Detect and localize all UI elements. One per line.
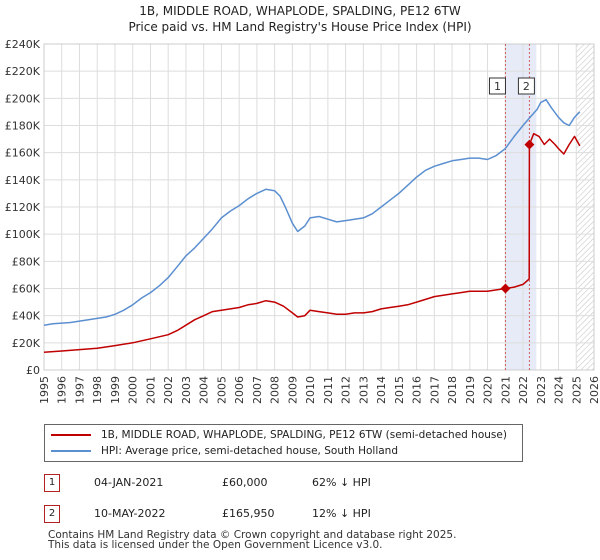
x-tick-label: 2023 [535, 376, 548, 404]
y-tick-label: £200K [5, 92, 41, 105]
x-tick-label: 1999 [109, 376, 122, 404]
transaction-2-chart-label: 2 [523, 80, 530, 93]
x-tick-label: 2007 [251, 376, 264, 404]
y-tick-label: £80K [12, 255, 41, 268]
legend-swatch-property [51, 434, 91, 436]
transaction-1-chart-badge [488, 77, 506, 95]
x-tick-label: 2009 [286, 376, 299, 404]
transaction-2-chart-badge [517, 77, 535, 95]
y-tick-label: £100K [5, 228, 41, 241]
x-tick-label: 2021 [499, 376, 512, 404]
transaction-1-badge: 1 [44, 474, 60, 492]
x-tick-label: 1995 [38, 376, 51, 404]
x-tick-label: 2025 [570, 376, 583, 404]
x-tick-label: 2004 [198, 376, 211, 404]
transaction-2-marker [524, 139, 535, 150]
x-tick-label: 1996 [56, 376, 69, 404]
x-tick-label: 2013 [357, 376, 370, 404]
y-tick-label: £40K [12, 310, 41, 323]
x-tick-label: 2006 [233, 376, 246, 404]
plot-frame [43, 43, 595, 371]
x-tick-label: 2024 [553, 376, 566, 404]
x-tick-label: 2014 [375, 376, 388, 404]
x-tick-label: 1998 [91, 376, 104, 404]
chart-title-line1: 1B, MIDDLE ROAD, WHAPLODE, SPALDING, PE1… [139, 4, 461, 18]
price-chart: £0 £20K £40K £60K £80K £100K £120K £140K £160K £1… [5, 38, 600, 404]
x-tick-label: 2000 [127, 376, 140, 404]
y-tick-label: £20K [12, 337, 41, 350]
x-tick-label: 2015 [393, 376, 406, 404]
y-tick-label: £0 [26, 364, 40, 377]
chart-title: 1B, MIDDLE ROAD, WHAPLODE, SPALDING, PE1… [0, 0, 600, 35]
x-tick-label: 2026 [588, 376, 600, 404]
x-tick-label: 2020 [482, 376, 495, 404]
x-tick-label: 2019 [464, 376, 477, 404]
legend-swatch-hpi [51, 450, 91, 452]
footer-line2: This data is licensed under the Open Gov… [48, 539, 383, 551]
footer-line1: Contains HM Land Registry data © Crown c… [48, 529, 457, 541]
legend-label-property: 1B, MIDDLE ROAD, WHAPLODE, SPALDING, PE1… [101, 429, 507, 441]
x-tick-label: 2005 [215, 376, 228, 404]
x-tick-label: 2001 [144, 376, 157, 404]
x-tick-label: 2008 [269, 376, 282, 404]
y-tick-label: £120K [5, 201, 41, 214]
x-tick-label: 2011 [322, 376, 335, 404]
x-tick-label: 2002 [162, 376, 175, 404]
y-tick-label: £180K [5, 120, 41, 133]
legend-label-hpi: HPI: Average price, semi-detached house,… [101, 445, 398, 457]
x-tick-label: 2018 [446, 376, 459, 404]
transaction-2-badge: 2 [44, 505, 60, 523]
y-tick-label: £160K [5, 147, 41, 160]
transaction-2-price: £165,950 [222, 507, 275, 520]
x-tick-label: 2003 [180, 376, 193, 404]
x-tick-label: 2012 [340, 376, 353, 404]
x-tick-label: 2016 [411, 376, 424, 404]
x-tick-label: 2022 [517, 376, 530, 404]
y-tick-label: £60K [12, 283, 41, 296]
transaction-2-date: 10-MAY-2022 [94, 507, 166, 520]
legend: 1B, MIDDLE ROAD, WHAPLODE, SPALDING, PE1… [44, 424, 523, 462]
transaction-1-chart-label: 1 [494, 80, 501, 93]
footer: Contains HM Land Registry data © Crown c… [48, 529, 457, 551]
transaction-1-marker [500, 283, 511, 294]
x-tick-label: 2017 [428, 376, 441, 404]
x-tick-label: 2010 [304, 376, 317, 404]
x-tick-label: 1997 [73, 376, 86, 404]
transaction-1-date: 04-JAN-2021 [94, 476, 164, 489]
y-tick-label: £140K [5, 174, 41, 187]
chart-title-line2: Price paid vs. HM Land Registry's House … [128, 20, 472, 34]
transaction-1-hpi: 62% ↓ HPI [312, 476, 371, 489]
hpi-line [43, 98, 581, 326]
y-tick-label: £220K [5, 65, 41, 78]
y-tick-label: £240K [5, 38, 41, 51]
transaction-2-hpi: 12% ↓ HPI [312, 507, 371, 520]
transaction-1-price: £60,000 [222, 476, 268, 489]
